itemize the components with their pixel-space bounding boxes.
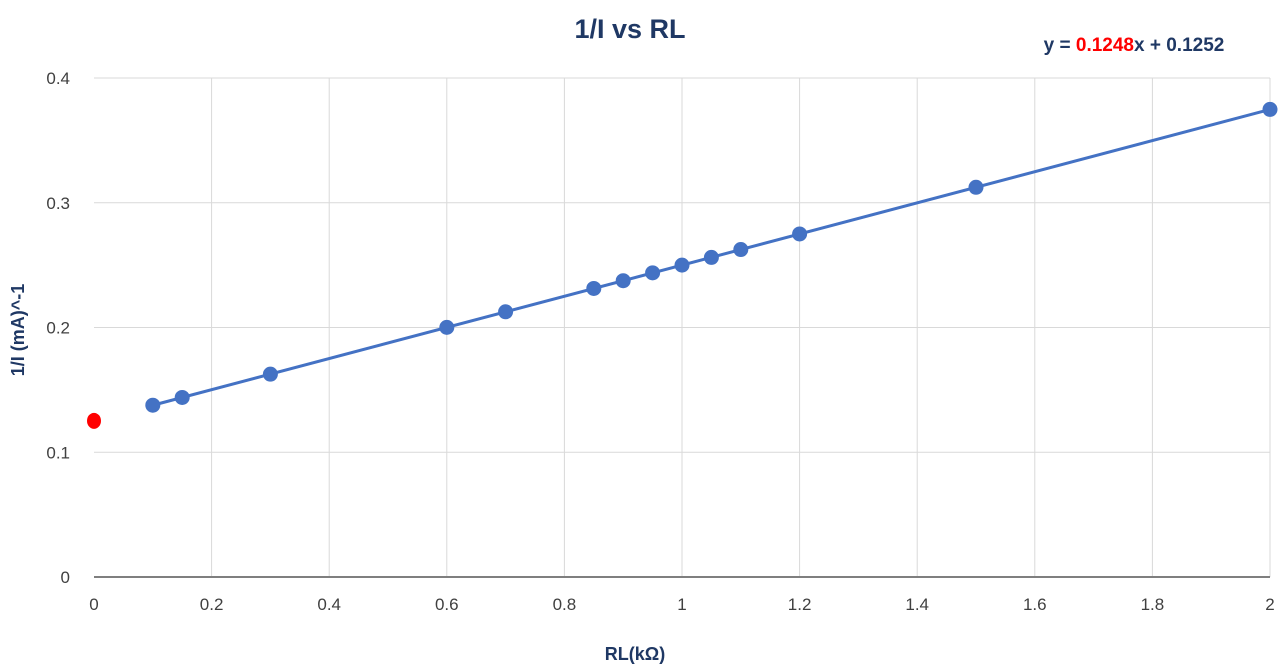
data-point [498, 304, 514, 320]
y-tick-label: 0 [61, 568, 70, 587]
y-tick-label: 0.2 [46, 319, 70, 338]
data-point [645, 265, 661, 281]
data-point [586, 280, 602, 296]
x-axis-label: RL(kΩ) [605, 644, 665, 664]
data-point [968, 179, 984, 195]
data-point [1262, 101, 1278, 117]
x-tick-label: 2 [1265, 595, 1274, 614]
data-point [174, 389, 190, 405]
data-point [145, 397, 161, 413]
gridlines [94, 77, 1271, 577]
data-point [439, 319, 455, 335]
equation-suffix: x + 0.1252 [1134, 35, 1224, 56]
data-point [733, 242, 749, 258]
x-tick-label: 0.8 [553, 595, 577, 614]
data-point [703, 249, 719, 265]
data-point [674, 257, 690, 273]
y-tick-label: 0.3 [46, 194, 70, 213]
chart-title: 1/I vs RL [574, 14, 685, 44]
x-tick-label: 1.2 [788, 595, 812, 614]
equation-slope: 0.1248 [1076, 35, 1134, 56]
y-axis-label: 1/I (mA)^-1 [8, 284, 28, 377]
x-tick-label: 1 [677, 595, 686, 614]
x-tick-label: 0.6 [435, 595, 459, 614]
x-tick-label: 0.4 [317, 595, 341, 614]
x-tick-label: 1.8 [1141, 595, 1165, 614]
equation-prefix: y = [1044, 35, 1076, 56]
data-point [262, 366, 278, 382]
intercept-marker [87, 412, 101, 429]
x-tick-label: 0 [89, 595, 98, 614]
data-point [615, 273, 631, 289]
y-tick-label: 0.1 [46, 443, 70, 462]
trendline-equation: y = 0.1248x + 0.1252 [1044, 35, 1225, 56]
x-tick-label: 1.4 [905, 595, 929, 614]
y-tick-label: 0.4 [46, 69, 70, 88]
x-tick-label: 1.6 [1023, 595, 1047, 614]
tick-labels: 0 0.2 0.4 0.6 0.8 1 1.2 1.4 1.6 1.8 2 0 0.1 0.2 0.3 0.4 [46, 69, 1274, 614]
data-point [792, 226, 808, 242]
data-points [87, 101, 1278, 429]
x-tick-label: 0.2 [200, 595, 224, 614]
